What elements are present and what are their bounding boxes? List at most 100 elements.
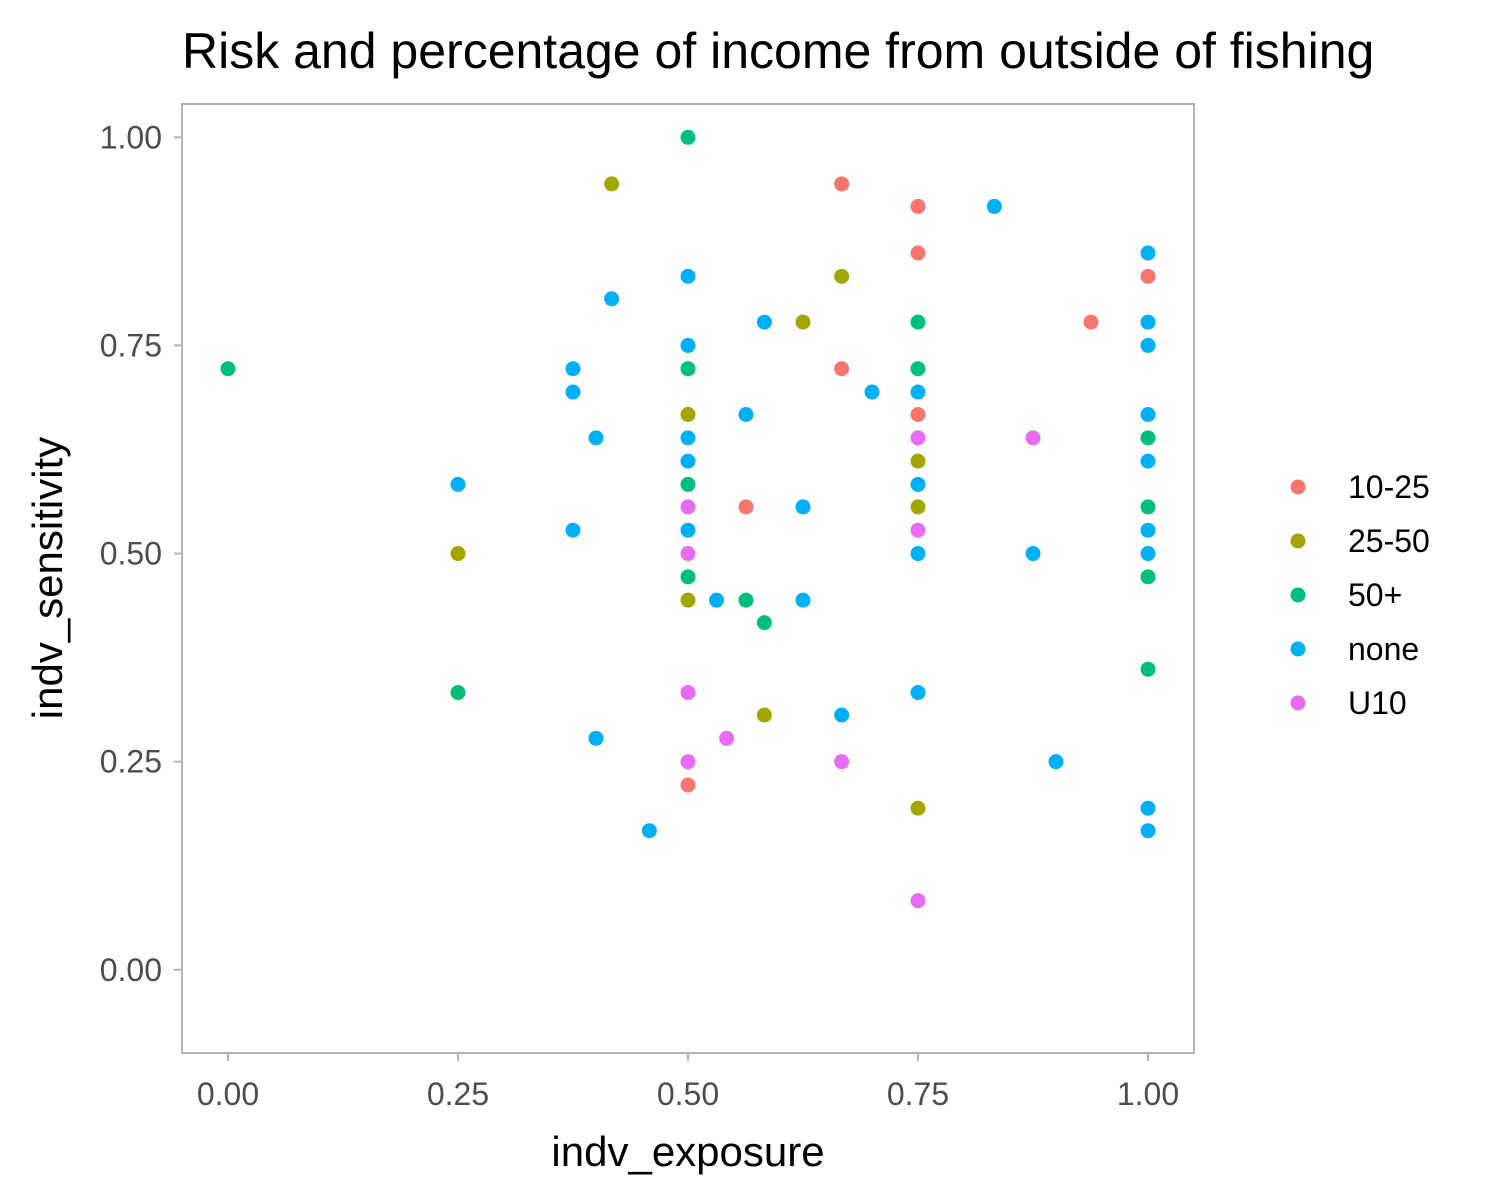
data-point [795, 499, 811, 515]
y-tick-label: 0.00 [100, 952, 162, 988]
x-tick-label: 1.00 [1117, 1076, 1179, 1112]
data-point [641, 823, 657, 839]
data-point [910, 245, 926, 261]
data-point [910, 361, 926, 377]
data-point [1140, 453, 1156, 469]
data-point [834, 268, 850, 284]
data-point [910, 407, 926, 423]
data-point [1140, 268, 1156, 284]
y-axis: 0.00 0.25 0.50 0.75 1.00 [100, 119, 182, 988]
data-point [565, 384, 581, 400]
legend-key [1290, 587, 1306, 603]
data-point [910, 384, 926, 400]
x-axis-title: indv_exposure [551, 1128, 824, 1175]
data-point [1140, 823, 1156, 839]
data-points [220, 129, 1156, 909]
legend-label: 25-50 [1348, 523, 1430, 559]
data-point [1048, 754, 1064, 770]
data-point [680, 407, 696, 423]
y-tick-label: 0.75 [100, 327, 162, 363]
data-point [986, 198, 1002, 214]
data-point [565, 522, 581, 538]
data-point [1140, 407, 1156, 423]
data-point [1025, 546, 1041, 562]
data-point [910, 314, 926, 330]
data-point [756, 314, 772, 330]
data-point [910, 476, 926, 492]
legend-label: U10 [1348, 685, 1407, 721]
data-point [450, 685, 466, 701]
data-point [1140, 569, 1156, 585]
data-point [910, 685, 926, 701]
data-point [680, 685, 696, 701]
data-point [588, 730, 604, 746]
data-point [910, 893, 926, 909]
legend-key [1290, 479, 1306, 495]
data-point [680, 592, 696, 608]
data-point [1140, 337, 1156, 353]
x-tick-label: 0.00 [197, 1076, 259, 1112]
legend-key [1290, 533, 1306, 549]
legend-label: none [1348, 631, 1419, 667]
data-point [450, 546, 466, 562]
data-point [1140, 245, 1156, 261]
legend-key [1290, 695, 1306, 711]
data-point [1140, 430, 1156, 446]
data-point [910, 499, 926, 515]
data-point [795, 314, 811, 330]
data-point [1083, 314, 1099, 330]
data-point [680, 430, 696, 446]
x-axis: 0.00 0.25 0.50 0.75 1.00 [197, 1053, 1179, 1112]
data-point [450, 476, 466, 492]
data-point [756, 707, 772, 723]
chart-title: Risk and percentage of income from outsi… [182, 23, 1374, 79]
legend-label: 50+ [1348, 577, 1402, 613]
data-point [910, 430, 926, 446]
y-tick-label: 0.50 [100, 536, 162, 572]
legend: 10-25 25-50 50+ none U10 [1290, 469, 1430, 721]
data-point [680, 361, 696, 377]
data-point [680, 499, 696, 515]
data-point [738, 592, 754, 608]
data-point [220, 361, 236, 377]
legend-key [1290, 641, 1306, 657]
x-tick-label: 0.75 [887, 1076, 949, 1112]
data-point [604, 176, 620, 192]
data-point [680, 777, 696, 793]
data-point [709, 592, 725, 608]
data-point [680, 522, 696, 538]
data-point [680, 569, 696, 585]
data-point [834, 361, 850, 377]
data-point [795, 592, 811, 608]
data-point [738, 407, 754, 423]
data-point [1140, 546, 1156, 562]
data-point [604, 291, 620, 307]
data-point [910, 453, 926, 469]
data-point [910, 198, 926, 214]
data-point [834, 176, 850, 192]
x-tick-label: 0.25 [427, 1076, 489, 1112]
x-tick-label: 0.50 [657, 1076, 719, 1112]
legend-label: 10-25 [1348, 469, 1430, 505]
data-point [1140, 661, 1156, 677]
data-point [756, 615, 772, 631]
data-point [834, 754, 850, 770]
data-point [565, 361, 581, 377]
data-point [910, 522, 926, 538]
data-point [680, 546, 696, 562]
data-point [680, 129, 696, 145]
data-point [1140, 314, 1156, 330]
data-point [738, 499, 754, 515]
data-point [1025, 430, 1041, 446]
data-point [680, 754, 696, 770]
data-point [680, 337, 696, 353]
data-point [1140, 800, 1156, 816]
y-tick-label: 1.00 [100, 119, 162, 155]
data-point [680, 476, 696, 492]
data-point [680, 268, 696, 284]
data-point [1140, 499, 1156, 515]
data-point [910, 800, 926, 816]
y-axis-title: indv_sensitivity [24, 437, 71, 719]
y-tick-label: 0.25 [100, 744, 162, 780]
